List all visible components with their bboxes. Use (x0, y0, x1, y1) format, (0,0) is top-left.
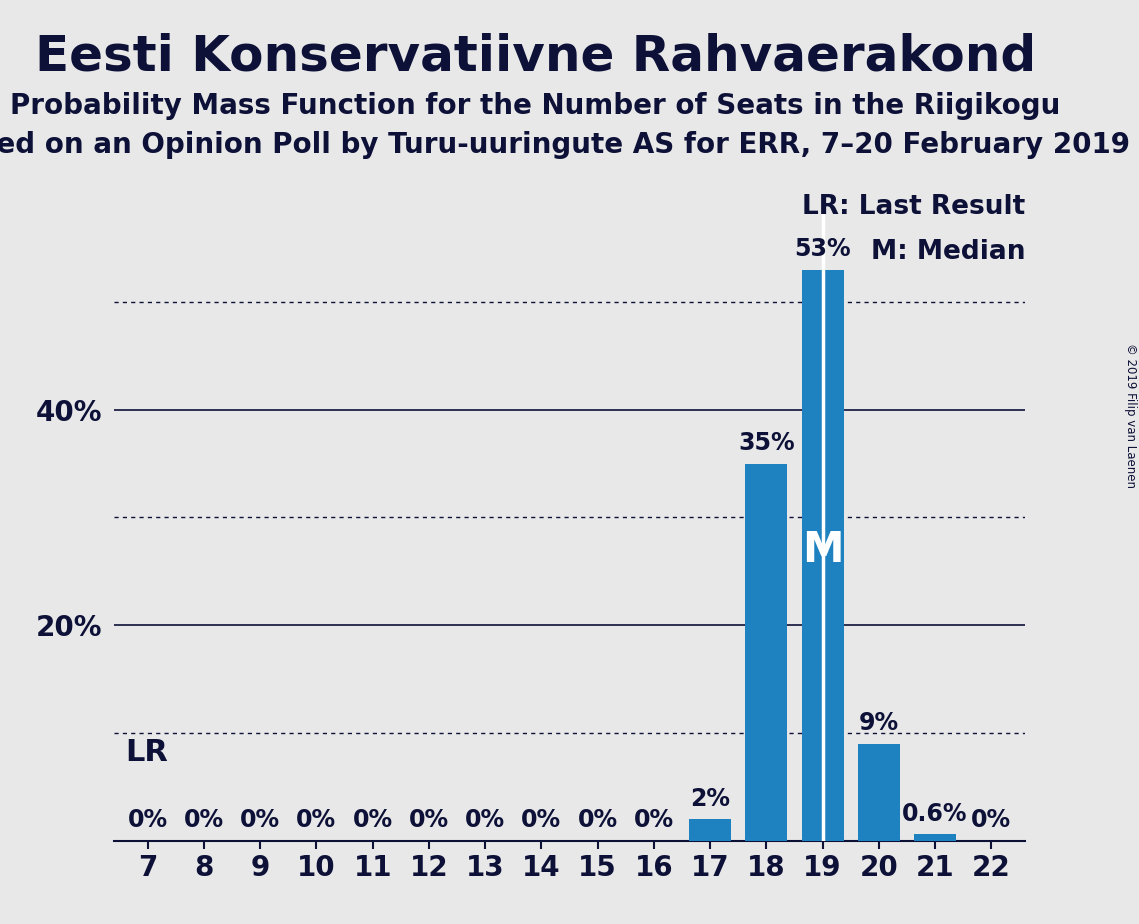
Text: 0%: 0% (633, 808, 674, 833)
Text: 35%: 35% (738, 431, 795, 455)
Bar (858, 744, 900, 841)
Text: 0.6%: 0.6% (902, 802, 968, 826)
Text: 9%: 9% (859, 711, 899, 736)
Text: Probability Mass Function for the Number of Seats in the Riigikogu: Probability Mass Function for the Number… (10, 92, 1060, 120)
Bar (689, 820, 731, 841)
Text: 0%: 0% (240, 808, 280, 833)
Bar (913, 834, 957, 841)
Text: LR: LR (125, 738, 169, 768)
Text: Based on an Opinion Poll by Turu-uuringute AS for ERR, 7–20 February 2019: Based on an Opinion Poll by Turu-uuringu… (0, 131, 1130, 159)
Text: 0%: 0% (522, 808, 562, 833)
Text: 0%: 0% (577, 808, 617, 833)
Bar (802, 270, 844, 841)
Bar (745, 464, 787, 841)
Text: © 2019 Filip van Laenen: © 2019 Filip van Laenen (1124, 344, 1137, 488)
Text: 0%: 0% (465, 808, 506, 833)
Text: Eesti Konservatiivne Rahvaerakond: Eesti Konservatiivne Rahvaerakond (34, 32, 1036, 80)
Text: 0%: 0% (296, 808, 336, 833)
Text: 0%: 0% (353, 808, 393, 833)
Text: LR: Last Result: LR: Last Result (802, 194, 1025, 220)
Text: M: M (802, 529, 843, 571)
Text: 0%: 0% (183, 808, 224, 833)
Text: 53%: 53% (794, 237, 851, 261)
Text: 0%: 0% (128, 808, 167, 833)
Text: 0%: 0% (409, 808, 449, 833)
Text: M: Median: M: Median (870, 239, 1025, 265)
Text: 0%: 0% (972, 808, 1011, 833)
Text: 2%: 2% (690, 786, 730, 810)
